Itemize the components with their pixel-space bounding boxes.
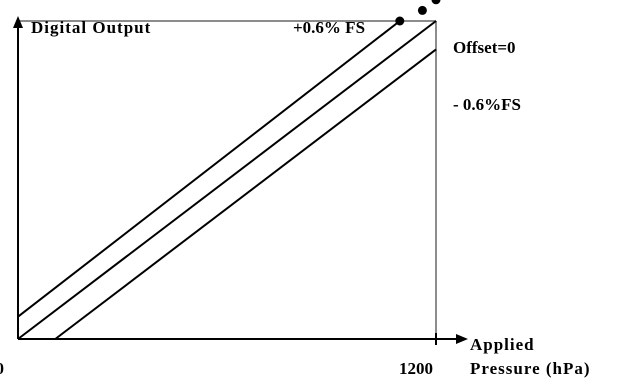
dot-1 <box>395 16 405 26</box>
dot-2 <box>417 5 427 15</box>
x-axis-label-line1: Applied <box>470 335 535 354</box>
x-axis-arrowhead <box>456 334 468 344</box>
series-line-minus <box>54 48 437 340</box>
full-scale-guides <box>18 20 437 339</box>
series-line-offset <box>17 20 437 340</box>
y-axis-label: Digital Output <box>31 18 151 37</box>
axes <box>13 16 468 345</box>
series-lines <box>17 20 437 340</box>
x-axis-label-line2: Pressure (hPa) <box>470 359 591 378</box>
dots <box>395 0 441 26</box>
series-line-plus <box>17 20 401 318</box>
dot-3 <box>431 0 441 5</box>
series-label-minus: - 0.6%FS <box>453 95 521 114</box>
y-axis-arrowhead <box>13 16 23 28</box>
x-tick-label-origin: 0 <box>0 359 4 378</box>
x-tick-label-max: 1200 <box>399 359 433 378</box>
series-label-plus: +0.6% FS <box>293 18 365 37</box>
series-label-offset: Offset=0 <box>453 38 516 57</box>
